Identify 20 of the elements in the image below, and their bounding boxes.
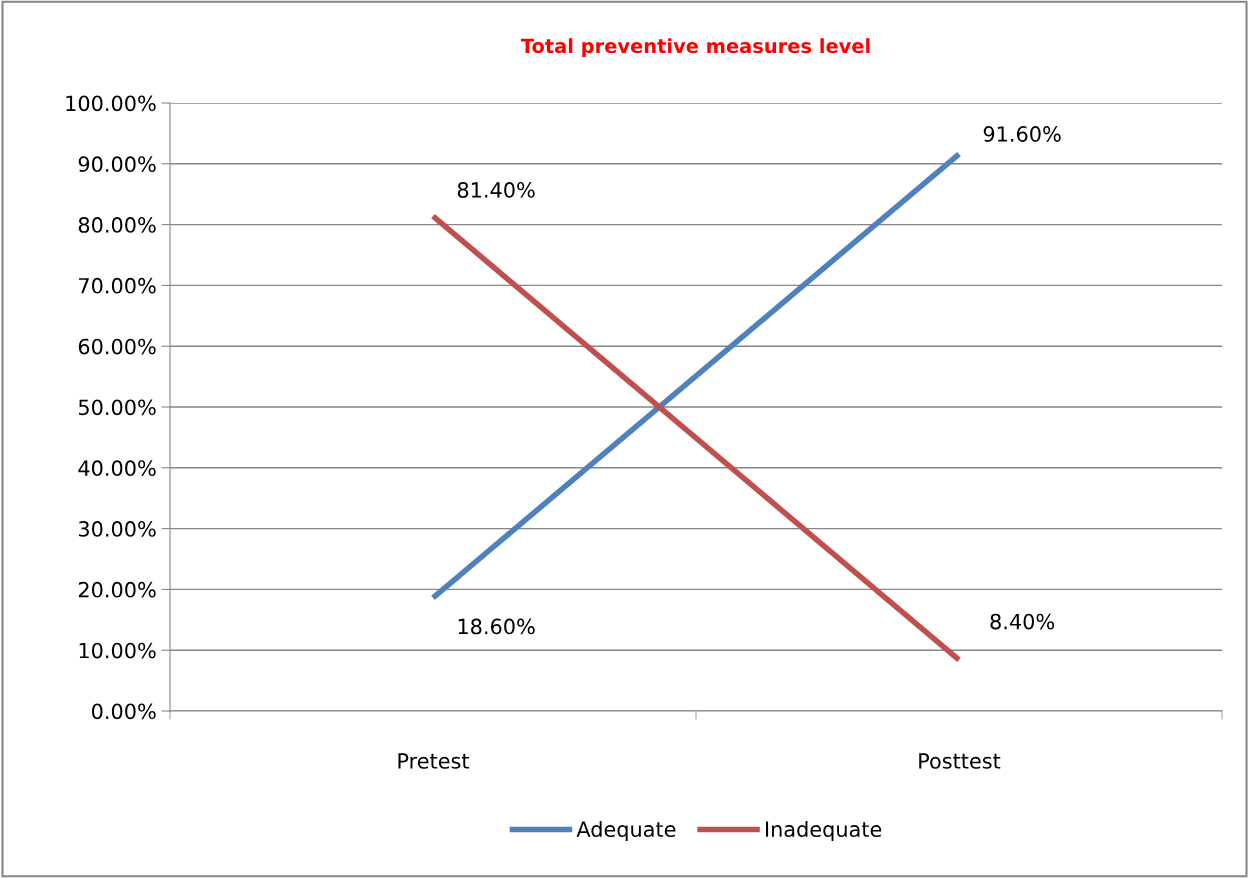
y-tick-label: 10.00% bbox=[79, 642, 156, 659]
data-label: 18.60% bbox=[458, 618, 535, 635]
data-label: 8.40% bbox=[990, 613, 1055, 630]
chart-title: Total preventive measures level bbox=[520, 38, 870, 58]
y-tick-label: 50.00% bbox=[78, 399, 156, 416]
data-label: 81.40% bbox=[457, 182, 535, 198]
y-tick-label: 30.00% bbox=[78, 521, 156, 537]
data-label: 91.60% bbox=[983, 126, 1061, 142]
y-tick-label: 40.00% bbox=[78, 460, 156, 477]
y-tick-label: 60.00% bbox=[78, 338, 156, 355]
y-tick-label: 90.00% bbox=[78, 156, 156, 173]
y-tick-label: 80.00% bbox=[78, 217, 156, 233]
legend-label: Adequate bbox=[576, 820, 676, 842]
y-tick-label: 20.00% bbox=[78, 581, 156, 598]
y-tick-label: 100.00% bbox=[66, 95, 156, 112]
x-tick-label: Pretest bbox=[398, 753, 470, 769]
y-tick-label: 70.00% bbox=[79, 277, 156, 294]
x-tick-label: Posttest bbox=[919, 753, 1001, 769]
legend-label: Inadequate bbox=[766, 820, 882, 842]
y-tick-label: 0.00% bbox=[92, 703, 156, 720]
